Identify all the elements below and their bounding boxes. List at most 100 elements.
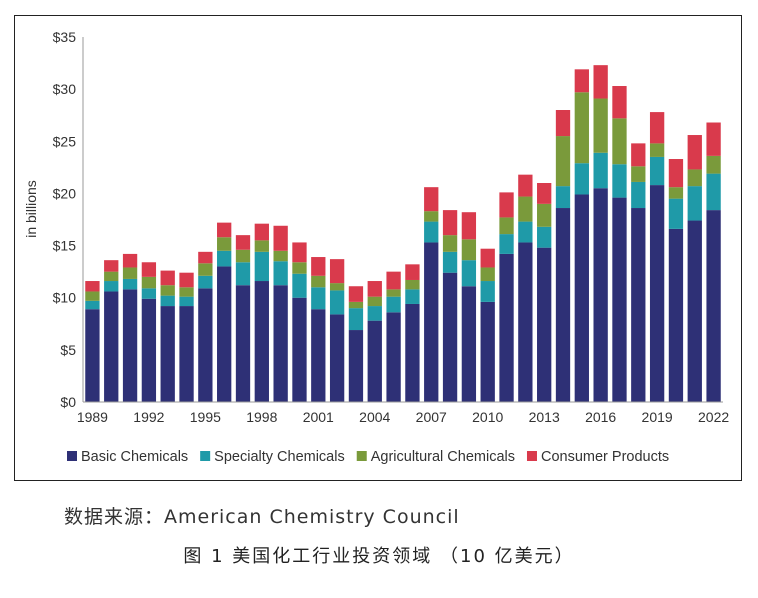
- source-note: 数据来源：American Chemistry Council: [64, 506, 460, 528]
- bar-segment: [499, 253, 514, 402]
- bar-segment: [160, 295, 175, 307]
- y-tick-label: $35: [53, 29, 77, 45]
- bar-segment: [273, 285, 288, 402]
- bar-segment: [179, 287, 194, 297]
- bar-segment: [141, 298, 157, 402]
- y-axis: $0 $5 $10 $15 $20 $25 $30 $35: [53, 29, 84, 410]
- bar-segment: [367, 296, 382, 307]
- bar-segment: [104, 291, 119, 402]
- bar-segment: [122, 253, 138, 268]
- bar-segment: [499, 234, 514, 254]
- x-tick-label: 2010: [472, 409, 503, 425]
- bar-segment: [555, 110, 571, 137]
- bar-segment: [442, 235, 458, 252]
- bar-segment: [424, 187, 439, 212]
- bar-segment: [480, 281, 495, 302]
- y-axis-label: in billions: [23, 180, 39, 238]
- bar-segment: [405, 303, 420, 402]
- bar-segment: [649, 112, 665, 144]
- bar-segment: [311, 275, 326, 288]
- bar-segment: [518, 221, 533, 243]
- bar-segment: [198, 288, 213, 402]
- bar-segment: [537, 183, 552, 204]
- bar-segment: [235, 262, 251, 286]
- stacked-bar-chart: $0 $5 $10 $15 $20 $25 $30 $35 1989 1992 1995 1998 2…: [23, 29, 729, 465]
- bar-segment: [537, 226, 552, 248]
- x-tick-label: 2019: [642, 409, 673, 425]
- bar-segment: [442, 210, 458, 236]
- bar-segment: [104, 260, 119, 272]
- bar-segment: [85, 309, 100, 402]
- bar-segment: [217, 237, 232, 251]
- bar-segment: [706, 155, 721, 174]
- bar-segment: [424, 211, 439, 222]
- bar-segment: [348, 286, 364, 302]
- bar-segment: [593, 188, 608, 402]
- bar-segment: [179, 272, 194, 288]
- bar-segment: [254, 223, 269, 241]
- bar-segment: [480, 248, 495, 268]
- bar-segment: [386, 296, 401, 313]
- figure-caption: 图 1 美国化工行业投资领域 （10 亿美元）: [183, 546, 575, 567]
- bar-segment: [85, 281, 100, 292]
- bar-segment: [574, 194, 589, 402]
- bar-segment: [518, 174, 533, 197]
- bar-segment: [273, 261, 288, 286]
- bar-segment: [668, 159, 684, 188]
- bar-segment: [668, 198, 684, 229]
- bar-segment: [122, 289, 138, 402]
- bar-segment: [442, 251, 458, 273]
- bar-segment: [386, 312, 401, 402]
- legend: Basic Chemicals Specialty Chemicals Agricu…: [67, 449, 669, 465]
- bar-segment: [367, 281, 382, 297]
- bar-segment: [141, 262, 157, 277]
- bar-segment: [348, 308, 364, 331]
- bar-segment: [273, 225, 288, 251]
- legend-swatch: [67, 451, 77, 461]
- x-tick-label: 2007: [416, 409, 447, 425]
- y-tick-label: $5: [60, 342, 76, 358]
- bar-segment: [348, 330, 364, 402]
- bar-segment: [160, 285, 175, 296]
- bar-segment: [104, 271, 119, 282]
- x-axis: 1989 1992 1995 1998 2001 2004 2007 2010 2013 2016…: [77, 401, 729, 425]
- bar-segment: [499, 192, 514, 218]
- legend-swatch: [356, 451, 367, 461]
- bar-segment: [687, 220, 702, 402]
- bar-segment: [386, 289, 401, 297]
- bar-segment: [518, 242, 533, 402]
- bar-segment: [631, 166, 646, 182]
- bar-segment: [574, 69, 589, 93]
- bar-segment: [367, 320, 382, 402]
- x-tick-label: 1995: [190, 409, 221, 425]
- bar-segment: [405, 289, 420, 304]
- bar-segment: [649, 143, 665, 157]
- bar-segment: [612, 118, 627, 165]
- bar-segment: [612, 86, 627, 119]
- bars: [85, 65, 721, 402]
- y-tick-label: $30: [53, 81, 77, 97]
- bar-segment: [555, 136, 571, 187]
- bar-segment: [235, 285, 251, 402]
- bar-segment: [706, 173, 721, 211]
- bar-segment: [668, 187, 684, 199]
- bar-segment: [311, 257, 326, 276]
- bar-segment: [461, 286, 477, 402]
- bar-segment: [424, 221, 439, 243]
- x-tick-label: 2016: [585, 409, 616, 425]
- bar-segment: [273, 250, 288, 262]
- bar-segment: [668, 228, 684, 402]
- bar-segment: [631, 181, 646, 209]
- bar-segment: [480, 267, 495, 282]
- bar-segment: [329, 259, 345, 284]
- bar-segment: [160, 270, 175, 286]
- bar-segment: [235, 249, 251, 263]
- bar-segment: [687, 169, 702, 187]
- bar-segment: [631, 143, 646, 167]
- y-tick-label: $25: [53, 133, 77, 149]
- bar-segment: [442, 272, 458, 402]
- x-tick-label: 2004: [359, 409, 390, 425]
- x-tick-label: 1992: [133, 409, 164, 425]
- bar-segment: [461, 260, 477, 287]
- bar-segment: [367, 306, 382, 321]
